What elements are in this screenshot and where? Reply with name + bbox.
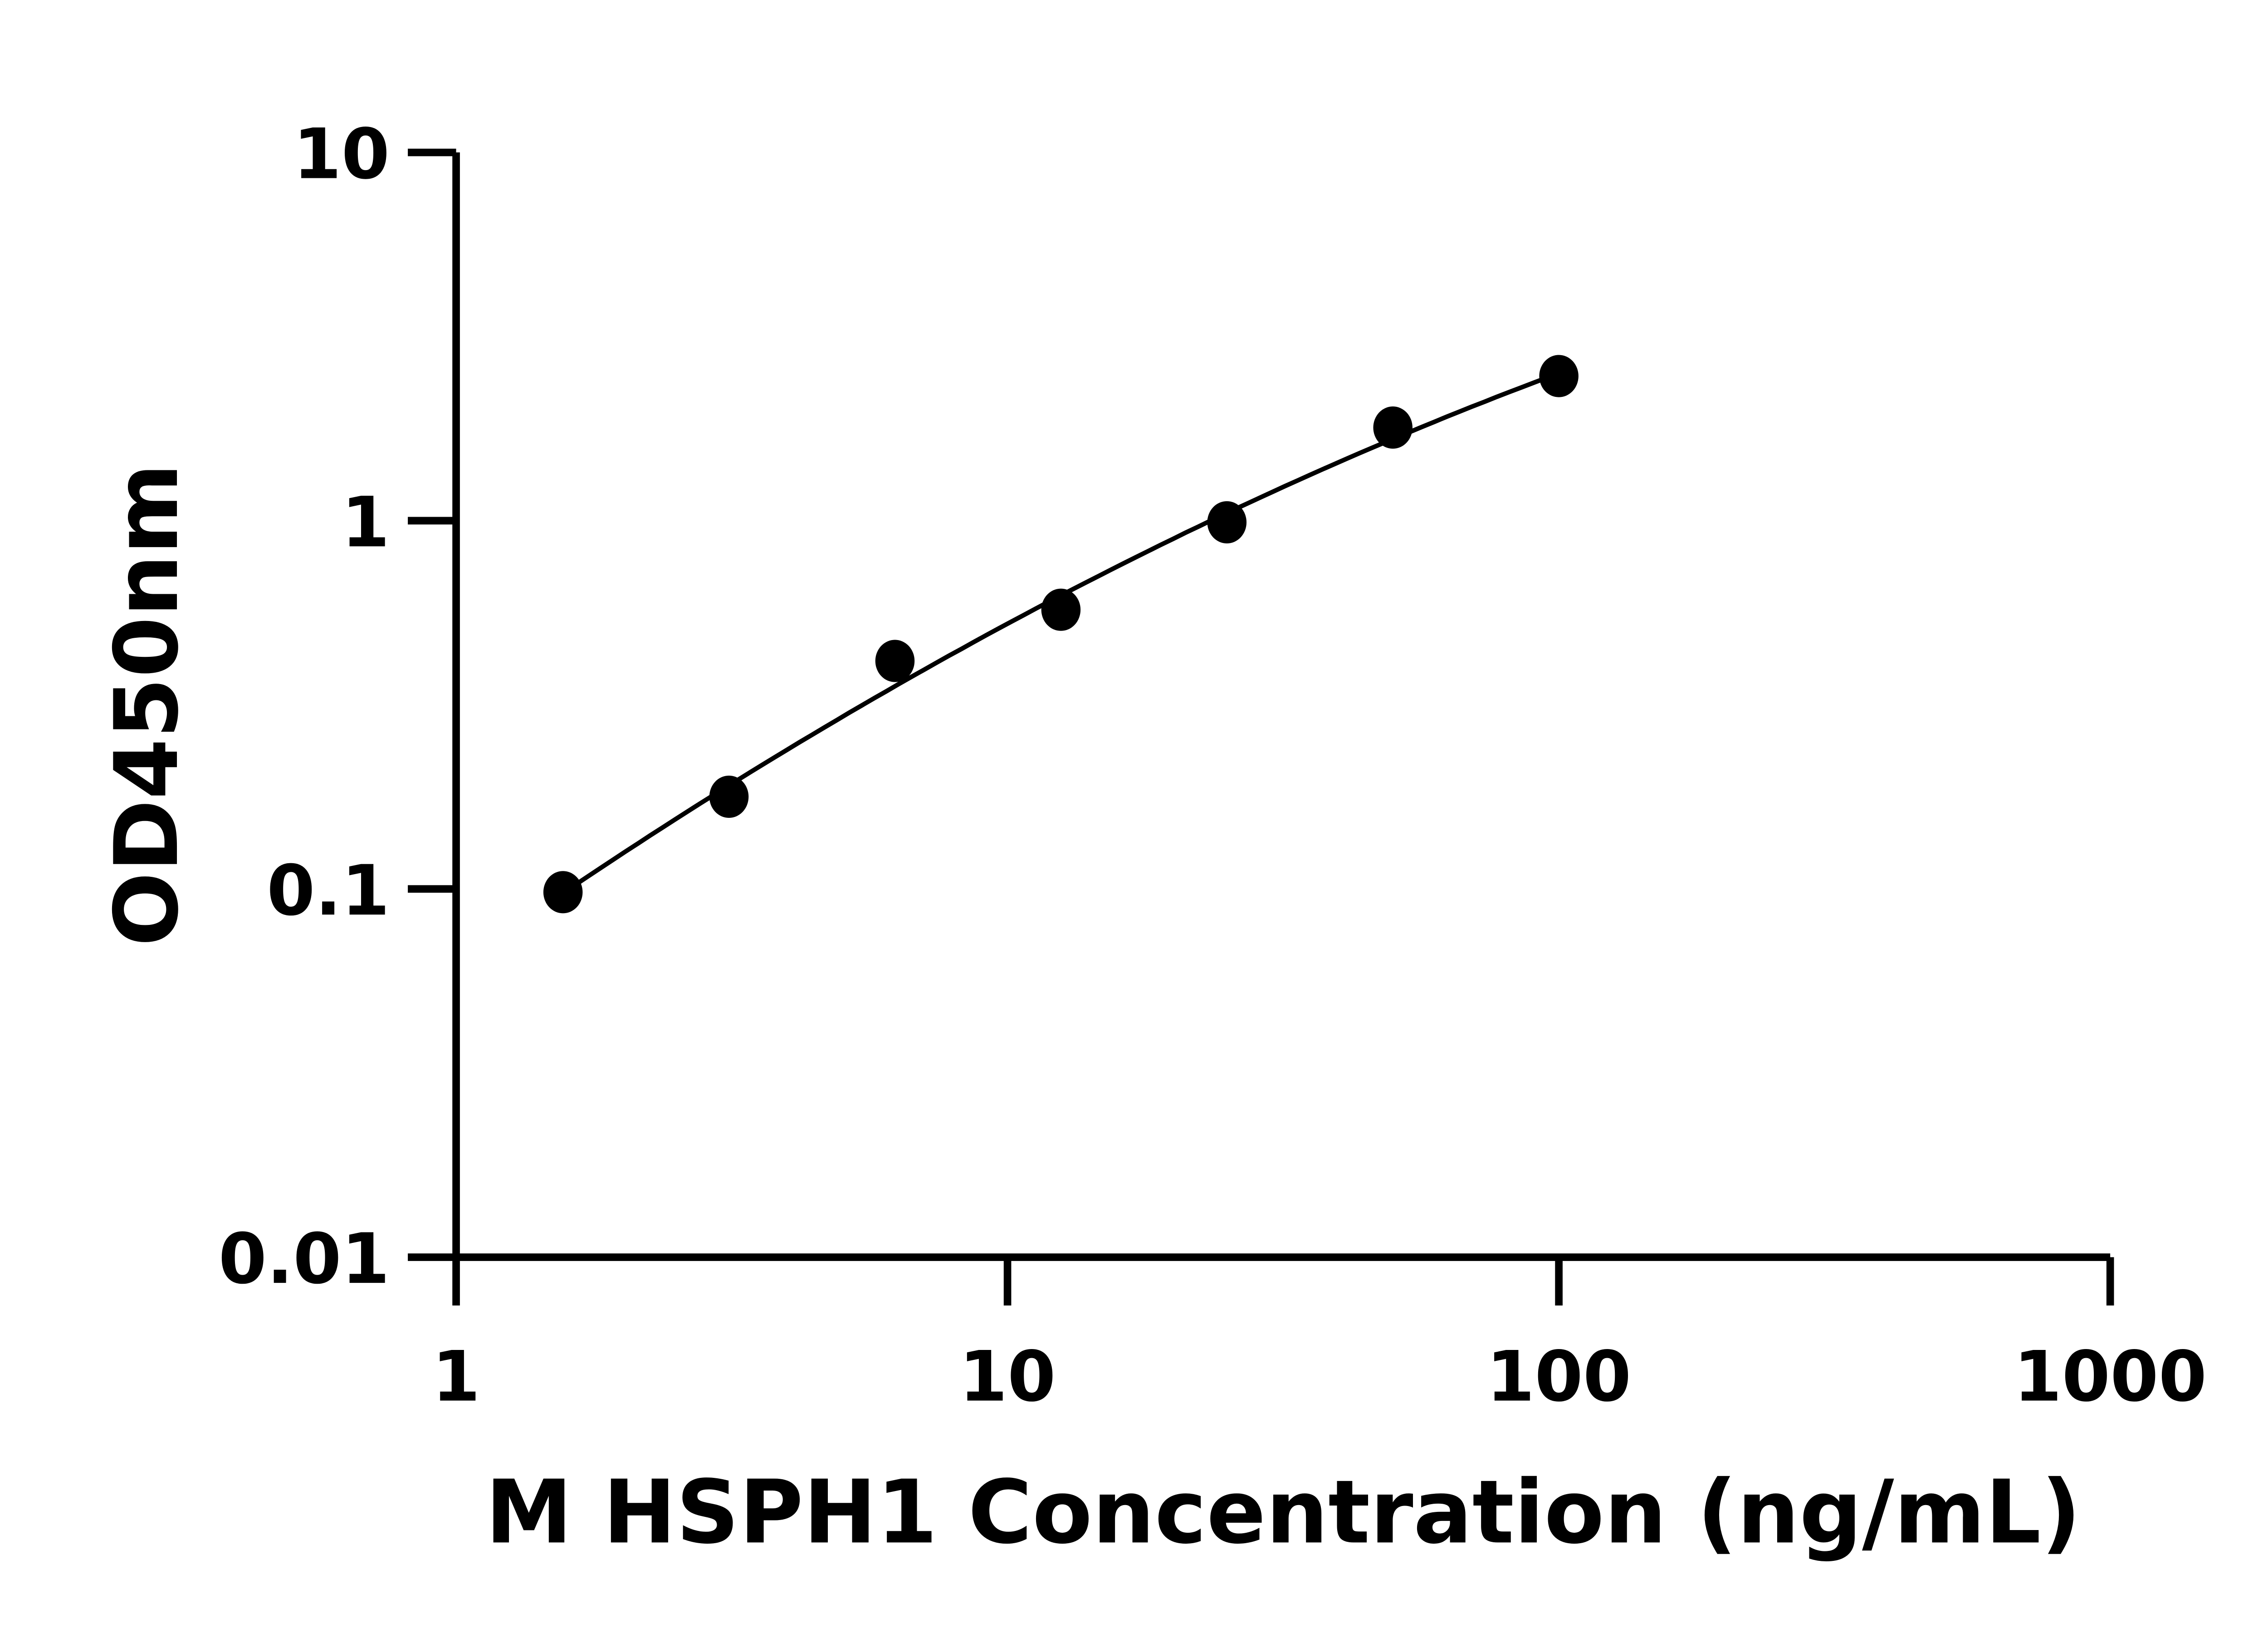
axes xyxy=(408,148,2114,1306)
x-tick-label: 100 xyxy=(1486,1337,1631,1418)
y-tick-label: 0.1 xyxy=(267,851,390,931)
y-axis-label: OD450nm xyxy=(96,463,198,946)
x-tick-label: 10 xyxy=(959,1337,1056,1418)
x-tick-label: 1 xyxy=(432,1337,480,1418)
fit-curve xyxy=(562,371,1560,895)
data-point xyxy=(875,640,915,682)
data-point xyxy=(543,871,583,914)
data-point xyxy=(1373,406,1413,449)
y-tick-label: 0.01 xyxy=(219,1219,390,1300)
data-point xyxy=(1041,588,1081,631)
x-axis-label: M HSPH1 Concentration (ng/mL) xyxy=(485,1461,2081,1563)
y-tick-label: 1 xyxy=(342,482,390,563)
y-tick-label: 10 xyxy=(293,114,390,195)
data-point xyxy=(709,775,749,818)
x-tick-label: 1000 xyxy=(2014,1337,2207,1418)
data-points xyxy=(543,355,1579,914)
data-point xyxy=(1539,355,1579,397)
tick-labels: 1 10 100 1000 0.01 0.1 1 10 xyxy=(219,114,2207,1418)
data-point xyxy=(1207,501,1247,543)
